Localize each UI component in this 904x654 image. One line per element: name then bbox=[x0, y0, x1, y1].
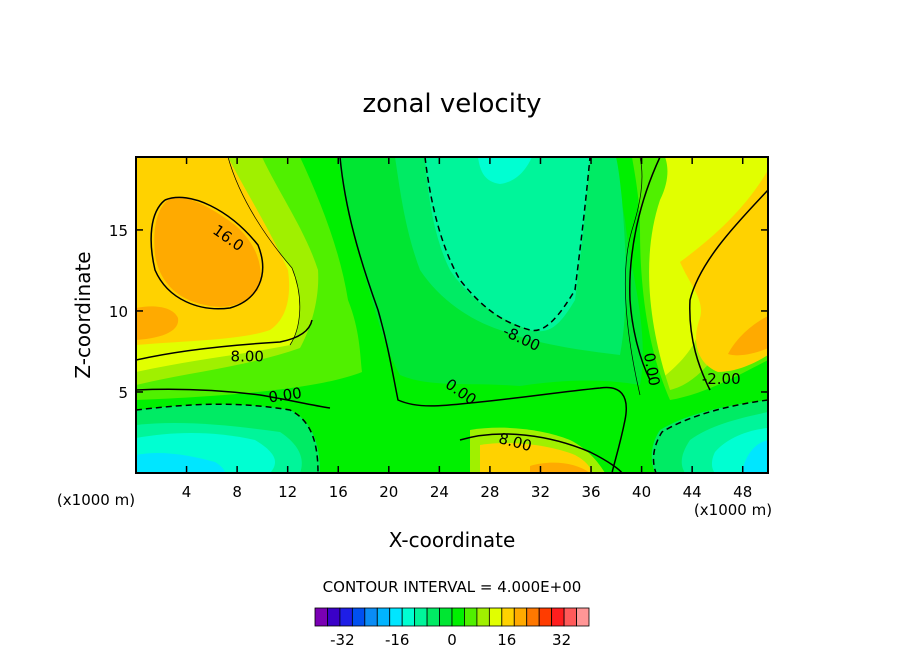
contour-label-text: 8.00 bbox=[231, 347, 264, 365]
y-tick-label: 5 bbox=[118, 384, 128, 402]
colorbar-swatch bbox=[314, 607, 328, 627]
colorbar-tick-label: 0 bbox=[447, 631, 457, 649]
contour-line bbox=[339, 157, 627, 473]
contour-label: 0.00 bbox=[640, 351, 664, 387]
colorbar-swatch bbox=[501, 607, 515, 627]
colorbar-swatch bbox=[339, 607, 353, 627]
colorbar-tick-label: -16 bbox=[385, 631, 410, 649]
chart-title: zonal velocity bbox=[362, 89, 541, 119]
contour-line bbox=[150, 196, 264, 310]
contour-line-thin bbox=[227, 157, 301, 346]
x-tick-label: 44 bbox=[683, 483, 702, 501]
colorbar-swatch bbox=[401, 607, 416, 627]
contour-label-text: -2.00 bbox=[702, 370, 741, 388]
x-axis-unit-left: (x1000 m) bbox=[57, 491, 135, 509]
contour-label-text: 0.00 bbox=[267, 384, 303, 406]
x-tick-label: 32 bbox=[531, 483, 550, 501]
contour-line-dashed bbox=[424, 157, 591, 332]
x-tick-label: 16 bbox=[329, 483, 348, 501]
x-tick-label: 24 bbox=[430, 483, 449, 501]
colorbar-tick-label: 16 bbox=[497, 631, 516, 649]
band-blue-bottom bbox=[136, 452, 225, 473]
contour-label: -2.00 bbox=[702, 370, 741, 388]
x-tick-label: 40 bbox=[632, 483, 651, 501]
y-tick-label: 10 bbox=[109, 303, 128, 321]
contour-line bbox=[136, 319, 313, 361]
contour-interval: CONTOUR INTERVAL = 4.000E+00 bbox=[323, 578, 582, 596]
band-orange-left bbox=[154, 196, 261, 307]
x-axis-label: X-coordinate bbox=[389, 528, 516, 552]
x-axis: 4 8 12 16 20 24 28 32 36 40 44 48 bbox=[182, 157, 752, 501]
x-tick-label: 8 bbox=[232, 483, 242, 501]
colorbar-tick-label: 32 bbox=[552, 631, 571, 649]
band-cyan-top bbox=[478, 157, 532, 184]
colorbar-swatch bbox=[376, 607, 391, 627]
contour-line-dashed bbox=[136, 403, 319, 473]
colorbar-swatch bbox=[538, 607, 553, 627]
band-orange-left-edge bbox=[136, 306, 179, 340]
x-axis-unit-right: (x1000 m) bbox=[694, 501, 772, 519]
colorbar-swatch bbox=[439, 607, 453, 627]
x-tick-label: 28 bbox=[480, 483, 499, 501]
y-tick-label: 15 bbox=[109, 222, 128, 240]
colorbar-swatch bbox=[351, 607, 366, 627]
contour-line-dashed bbox=[652, 399, 768, 473]
contour-line bbox=[459, 433, 623, 473]
y-axis: 5 10 15 bbox=[109, 222, 768, 402]
colorbar-tick-label: -32 bbox=[330, 631, 355, 649]
colorbar-swatch bbox=[364, 607, 378, 627]
colorbar-swatch bbox=[414, 607, 428, 627]
colorbar-swatch bbox=[526, 607, 540, 627]
band-orange-right bbox=[728, 316, 768, 356]
y-axis-label: Z-coordinate bbox=[71, 251, 95, 378]
colorbar-swatch bbox=[576, 607, 590, 627]
x-tick-label: 20 bbox=[379, 483, 398, 501]
colorbar-ticks: -32 -16 0 16 32 bbox=[330, 631, 571, 649]
contour-label-text: 0.00 bbox=[640, 351, 664, 387]
colorbar-swatch bbox=[551, 607, 565, 627]
colorbar-swatch bbox=[464, 607, 478, 627]
colorbar-swatch bbox=[513, 607, 528, 627]
band-blue-bottom-right bbox=[742, 440, 768, 473]
contour-line-thin bbox=[624, 157, 643, 396]
contour-label: 8.00 bbox=[231, 347, 264, 365]
plot-area: 16.08.000.00 0.008.00-8.000.00 -2.00 bbox=[136, 157, 768, 473]
x-tick-label: 12 bbox=[278, 483, 297, 501]
contour-label: 0.00 bbox=[267, 384, 303, 406]
x-tick-label: 36 bbox=[581, 483, 600, 501]
colorbar-swatch bbox=[563, 607, 577, 627]
band-aqua bbox=[425, 157, 590, 332]
band-yellow-right bbox=[680, 170, 768, 372]
contour-line bbox=[689, 189, 768, 391]
contour-line bbox=[629, 157, 661, 381]
colorbar-swatch bbox=[488, 607, 503, 627]
contour-line bbox=[136, 388, 331, 409]
colorbar bbox=[314, 607, 590, 627]
colorbar-swatch bbox=[426, 607, 440, 627]
band-orange-bottom bbox=[530, 462, 590, 473]
colorbar-swatch bbox=[451, 607, 465, 627]
colorbar-swatch bbox=[327, 607, 341, 627]
x-tick-label: 4 bbox=[182, 483, 192, 501]
x-tick-label: 48 bbox=[733, 483, 752, 501]
colorbar-swatch bbox=[476, 607, 490, 627]
plot-frame bbox=[135, 156, 769, 474]
colorbar-swatch bbox=[389, 607, 403, 627]
